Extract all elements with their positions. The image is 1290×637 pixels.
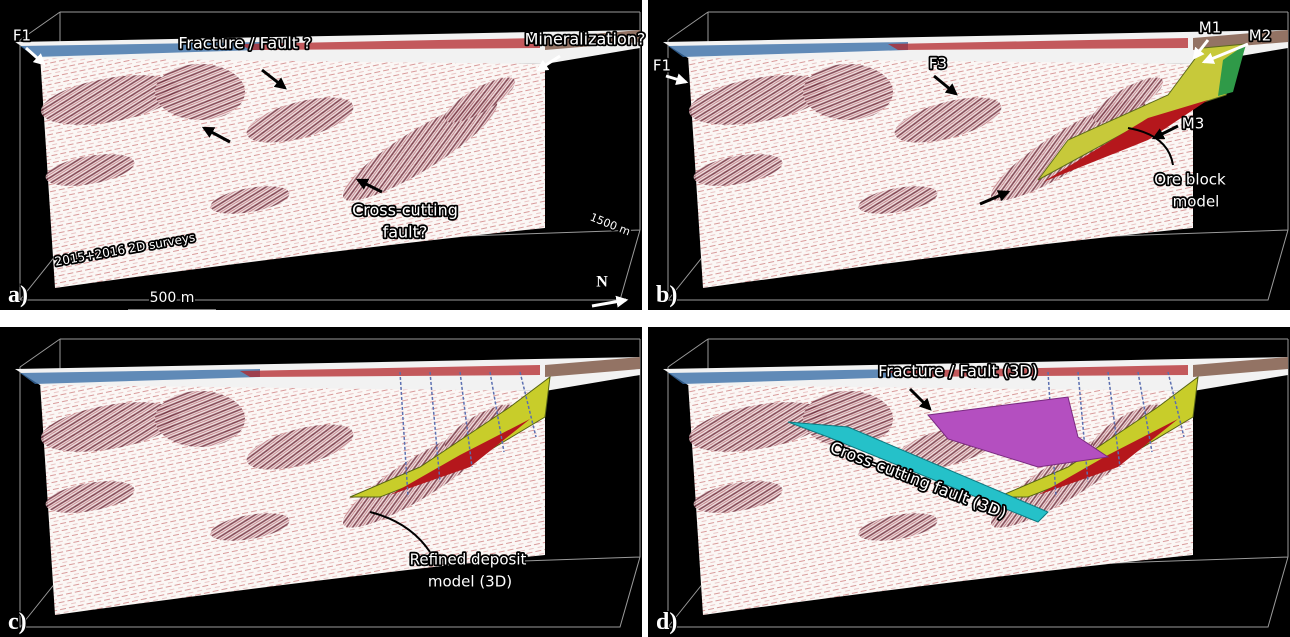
ore-model-green [1218,44,1246,96]
annotation: Refined deposit [410,551,527,569]
seismic-reflector [444,77,516,123]
seismic-reflector [693,481,783,513]
arrow [979,190,1011,206]
drillhole [1107,371,1121,468]
annotation: model (3D) [428,573,512,591]
arrow [535,54,561,72]
annotation: M2 [1249,27,1272,45]
seismic-reflector [858,186,938,214]
seismic-reflector [342,99,498,201]
drillhole [429,371,441,483]
drillhole [1167,371,1185,438]
drillhole [1077,371,1089,483]
annotation: Ore block [1154,171,1226,189]
annotation: Fracture / Fault ? [178,34,311,53]
surface-red [888,38,1188,50]
box-wireframe [19,338,641,628]
annotation: F1 [13,27,31,45]
surface-blue [20,42,260,57]
arrow [665,73,689,85]
annotation: F3 [929,55,947,73]
surface-brown [1193,30,1288,50]
annotation: model [1173,193,1220,211]
drillhole [1137,371,1153,453]
leader [369,511,431,553]
panel-label: a) [8,282,28,308]
panel-label: b) [656,282,677,308]
arrow [261,68,287,90]
surface-blue [20,369,260,384]
surface-red [240,38,540,50]
leader [1127,127,1174,166]
drillhole [399,371,409,498]
seismic-reflector [45,481,135,513]
seismic-reflector [1092,77,1164,123]
deposit-model [349,375,551,498]
surface-red [888,365,1188,377]
panel: Refined deposit model (3D) c) [0,327,642,637]
annotation: Fracture / Fault (3D) [878,362,1038,381]
seismic-reflector [40,402,180,452]
seismic-reflector [803,64,893,120]
box-wireframe [667,11,1289,301]
arrow [591,295,629,308]
annotation: fault? [383,223,428,242]
arrow [355,178,383,194]
seismic-reflector [40,75,180,125]
panel: F1 F3 M1 M2 M3 Ore block model b) [648,0,1290,310]
seismic-reflector [155,64,245,120]
box-wireframe [667,338,1289,628]
drillhole [489,371,505,453]
seismic-reflector [210,513,290,541]
seismic-section [688,55,1193,288]
arrow [25,46,46,66]
seismic-reflector [693,154,783,186]
drillhole [459,371,473,468]
seismic-reflector [45,154,135,186]
arrow [1151,124,1179,140]
arrow [201,126,231,144]
arrow [1201,42,1249,64]
cross-cutting-fault-3d [787,421,1049,523]
seismic-reflector [688,402,828,452]
drillhole [519,371,537,438]
box-wireframe [19,11,641,301]
seismic-reflector [858,513,938,541]
seismic-section [40,55,545,288]
panel-label: d) [656,609,677,635]
arrow [908,387,932,411]
surface-red [240,365,540,377]
seismic-reflector [688,75,828,125]
fracture-fault-3d [927,396,1110,468]
seismic-section [40,382,545,615]
annotation: M3 [1182,115,1205,133]
surface-brown [545,30,640,50]
ore-model-red [1043,100,1208,182]
seismic-reflector [246,97,354,143]
annotation: F1 [653,57,671,75]
seismic-reflector [155,391,245,447]
surface-brown [1193,357,1288,377]
seismic-reflector [210,186,290,214]
arrow [1192,39,1210,60]
surface-blue [668,42,908,57]
annotation: M1 [1199,19,1222,37]
annotation: N [596,274,608,291]
deposit-red [390,419,530,495]
surface-brown [545,357,640,377]
seismic-reflector [246,424,354,470]
panel-label: c) [8,609,27,635]
arrow [933,74,958,96]
annotation: Cross-cutting [352,201,458,220]
annotation: Mineralization? [525,30,646,49]
panel: F1 Fracture / Fault ? Mineralization? Cross… [0,0,647,313]
seismic-reflector [894,97,1002,143]
annotation: 500 m [150,290,195,306]
panel: Fracture / Fault (3D)Cross-cutting fault… [648,327,1290,637]
surface-blue [668,369,908,384]
